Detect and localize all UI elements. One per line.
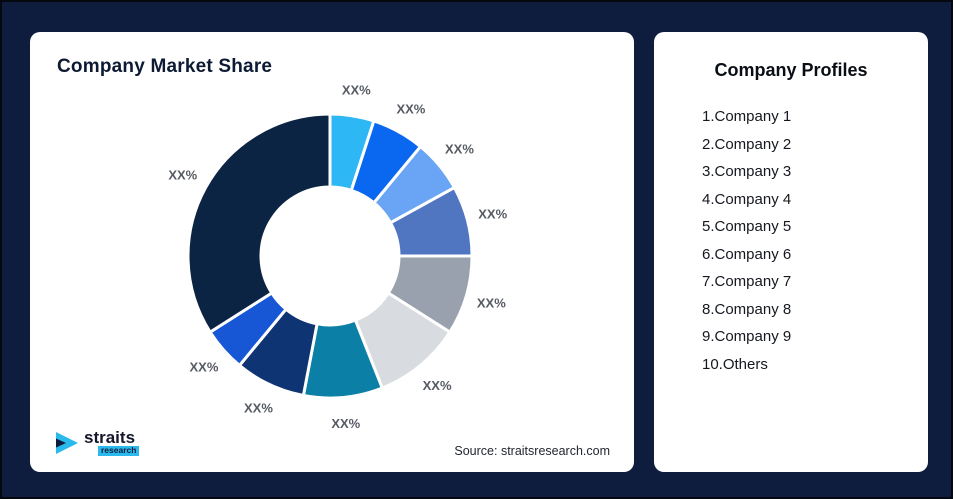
profiles-title: Company Profiles <box>714 60 868 80</box>
logo-brand-text: straits <box>84 428 136 447</box>
list-item-others: 10.Others <box>702 355 768 373</box>
segment-label: XX% <box>396 101 425 116</box>
list-item-company-7: 7.Company 7 <box>702 273 792 290</box>
segment-label: XX% <box>244 401 273 416</box>
list-item-company-9: 9.Company 9 <box>702 328 792 345</box>
segment-label: XX% <box>423 378 452 393</box>
segment-label: XX% <box>190 360 219 375</box>
segment-label: XX% <box>168 168 197 183</box>
list-item-company-6: 6.Company 6 <box>702 245 792 263</box>
list-item-company-4: 4.Company 4 <box>702 190 792 208</box>
logo-icon <box>56 432 78 454</box>
list-item-company-3: 3.Company 3 <box>702 163 792 180</box>
logo-sub-text: research <box>98 446 140 456</box>
logo-text: straits research <box>84 428 140 456</box>
segment-label: XX% <box>331 416 360 431</box>
company-profiles-card: Company Profiles 1.Company 1 2.Company 2… <box>654 32 928 472</box>
segment-label: XX% <box>477 295 506 310</box>
donut-segment <box>186 112 332 334</box>
straits-research-logo: straits research <box>54 428 140 456</box>
chart-title: Company Market Share <box>57 56 273 77</box>
company-list: 1.Company 1 2.Company 2 3.Company 3 4.Co… <box>654 103 928 378</box>
market-share-card: Company Market Share XX% XX% XX% XX% XX% XX% X… <box>30 32 634 472</box>
segment-label: XX% <box>445 141 474 156</box>
source-text: Source: straitsresearch.com <box>454 444 610 458</box>
list-item-company-8: 8.Company 8 <box>702 300 792 318</box>
segment-label: XX% <box>342 83 371 98</box>
list-item-company-2: 2.Company 2 <box>702 135 792 153</box>
list-item-company-5: 5.Company 5 <box>702 218 792 235</box>
list-item-company-1: 1.Company 1 <box>702 108 792 125</box>
donut-chart: XX% XX% XX% XX% XX% XX% XX% XX% XX% XX% <box>168 83 507 431</box>
segment-label: XX% <box>478 207 507 222</box>
